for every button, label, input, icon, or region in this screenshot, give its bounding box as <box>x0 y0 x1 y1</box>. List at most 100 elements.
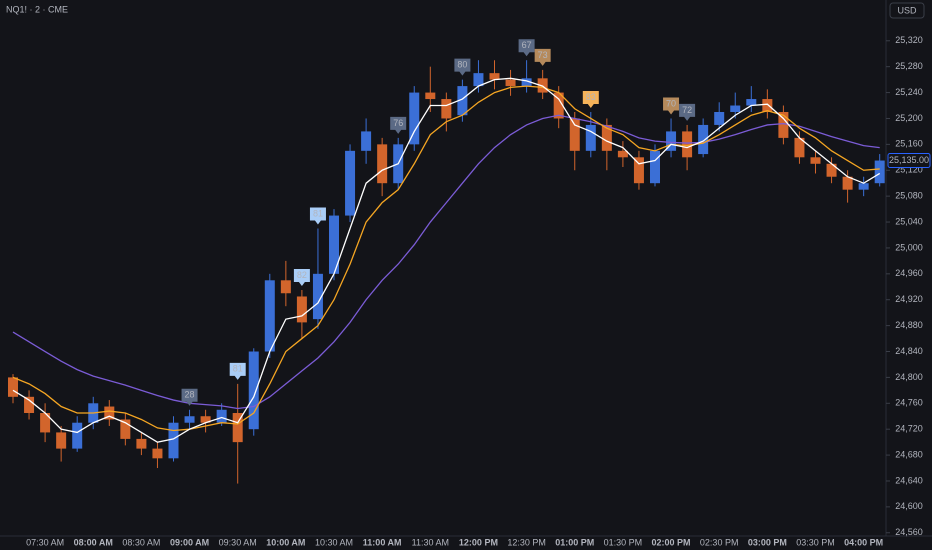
signal-tag-label: 82 <box>297 270 307 280</box>
candle-body <box>345 150 356 216</box>
candle-body <box>264 280 275 352</box>
signal-tag <box>534 48 551 66</box>
last-price-label: 25,135.00 <box>889 155 929 165</box>
candle-body <box>585 124 596 151</box>
x-tick-label: 08:00 AM <box>74 537 113 547</box>
signal-tag-label: 70 <box>666 98 676 108</box>
candle-body <box>826 163 837 177</box>
candle-body <box>553 92 564 119</box>
y-tick-label: 24,720 <box>895 424 923 434</box>
candle-body <box>650 150 660 184</box>
candle-body <box>698 124 709 155</box>
signal-tag-label: 67 <box>522 40 532 50</box>
signal-tag-label: 28 <box>185 390 195 400</box>
x-tick-label: 11:00 AM <box>363 537 402 547</box>
signal-tag <box>679 103 696 121</box>
candle-body <box>409 92 420 145</box>
y-tick-label: 25,200 <box>895 113 923 123</box>
candle-body <box>778 111 789 138</box>
x-tick-label: 04:00 PM <box>844 537 883 547</box>
signal-tag <box>390 116 407 134</box>
y-tick-label: 24,960 <box>895 268 923 278</box>
candle-body <box>746 99 757 106</box>
y-tick-label: 25,240 <box>895 87 923 97</box>
candle-body <box>762 99 773 112</box>
x-tick-label: 12:30 PM <box>507 537 546 547</box>
candle-body <box>152 448 163 459</box>
candle-body <box>361 131 372 151</box>
moving-average-line <box>12 85 880 432</box>
y-tick-label: 25,040 <box>895 216 923 226</box>
candle-body <box>714 111 725 125</box>
candle-body <box>248 351 259 430</box>
signal-tag <box>518 39 535 57</box>
candle-body <box>168 422 179 459</box>
candle-body <box>425 92 436 100</box>
x-tick-label: 03:30 PM <box>796 537 835 547</box>
y-tick-label: 24,880 <box>895 320 923 330</box>
candle-body <box>858 183 869 190</box>
candle-body <box>329 215 339 274</box>
currency-label[interactable]: USD <box>897 5 917 15</box>
y-tick-label: 24,640 <box>895 475 923 485</box>
candle-body <box>601 124 612 151</box>
signal-tag <box>293 269 310 287</box>
y-tick-label: 24,560 <box>895 527 923 537</box>
candle-body <box>216 409 227 423</box>
candle-body <box>377 144 388 184</box>
candle-body <box>730 105 741 112</box>
candle-body <box>569 118 580 151</box>
y-tick-label: 25,160 <box>895 139 923 149</box>
y-tick-label: 25,320 <box>895 35 923 45</box>
candle-body <box>8 377 18 397</box>
x-tick-label: 02:00 PM <box>652 537 691 547</box>
y-tick-label: 24,680 <box>895 449 923 459</box>
candle-body <box>617 150 628 158</box>
currency-button[interactable] <box>889 2 925 19</box>
signal-tag <box>582 90 599 108</box>
x-tick-label: 07:30 AM <box>26 537 64 547</box>
candle-body <box>810 157 821 164</box>
signal-tag <box>181 388 198 406</box>
signal-tag <box>663 97 680 115</box>
candle-body <box>312 273 323 320</box>
x-tick-label: 12:00 PM <box>459 537 498 547</box>
y-tick-label: 24,920 <box>895 294 923 304</box>
candle-body <box>24 396 35 414</box>
x-tick-label: 02:30 PM <box>700 537 739 547</box>
candle-body <box>473 73 484 87</box>
signal-tag <box>229 362 246 380</box>
candle-body <box>842 176 853 190</box>
signal-tag-label: 80 <box>457 59 467 69</box>
signal-tag-label: 76 <box>393 118 403 128</box>
candle-body <box>200 416 211 423</box>
y-tick-label: 24,840 <box>895 346 923 356</box>
candle-body <box>72 422 83 449</box>
last-price-box <box>887 153 931 169</box>
candle-body <box>633 157 644 184</box>
y-tick-label: 24,600 <box>895 501 923 511</box>
moving-average-line <box>12 77 881 443</box>
candle-body <box>296 296 307 323</box>
candle-body <box>666 131 677 151</box>
y-tick-label: 24,760 <box>895 398 923 408</box>
candle-body <box>682 131 693 158</box>
x-tick-label: 10:30 AM <box>315 537 353 547</box>
x-tick-label: 08:30 AM <box>122 537 160 547</box>
y-tick-label: 24,800 <box>895 372 923 382</box>
candle-body <box>120 419 131 439</box>
x-tick-label: 09:00 AM <box>170 537 209 547</box>
candle-body <box>136 438 147 449</box>
x-tick-label: 09:30 AM <box>219 537 257 547</box>
candle-body <box>232 413 243 443</box>
y-tick-label: 25,280 <box>895 61 923 71</box>
x-tick-label: 03:00 PM <box>748 537 787 547</box>
candle-body <box>489 73 500 80</box>
signal-tag <box>309 207 326 225</box>
signal-tag-label: 81 <box>313 208 323 218</box>
signal-tag-label: 83 <box>586 92 596 102</box>
x-tick-label: 10:00 AM <box>266 537 305 547</box>
candle-body <box>104 406 115 420</box>
